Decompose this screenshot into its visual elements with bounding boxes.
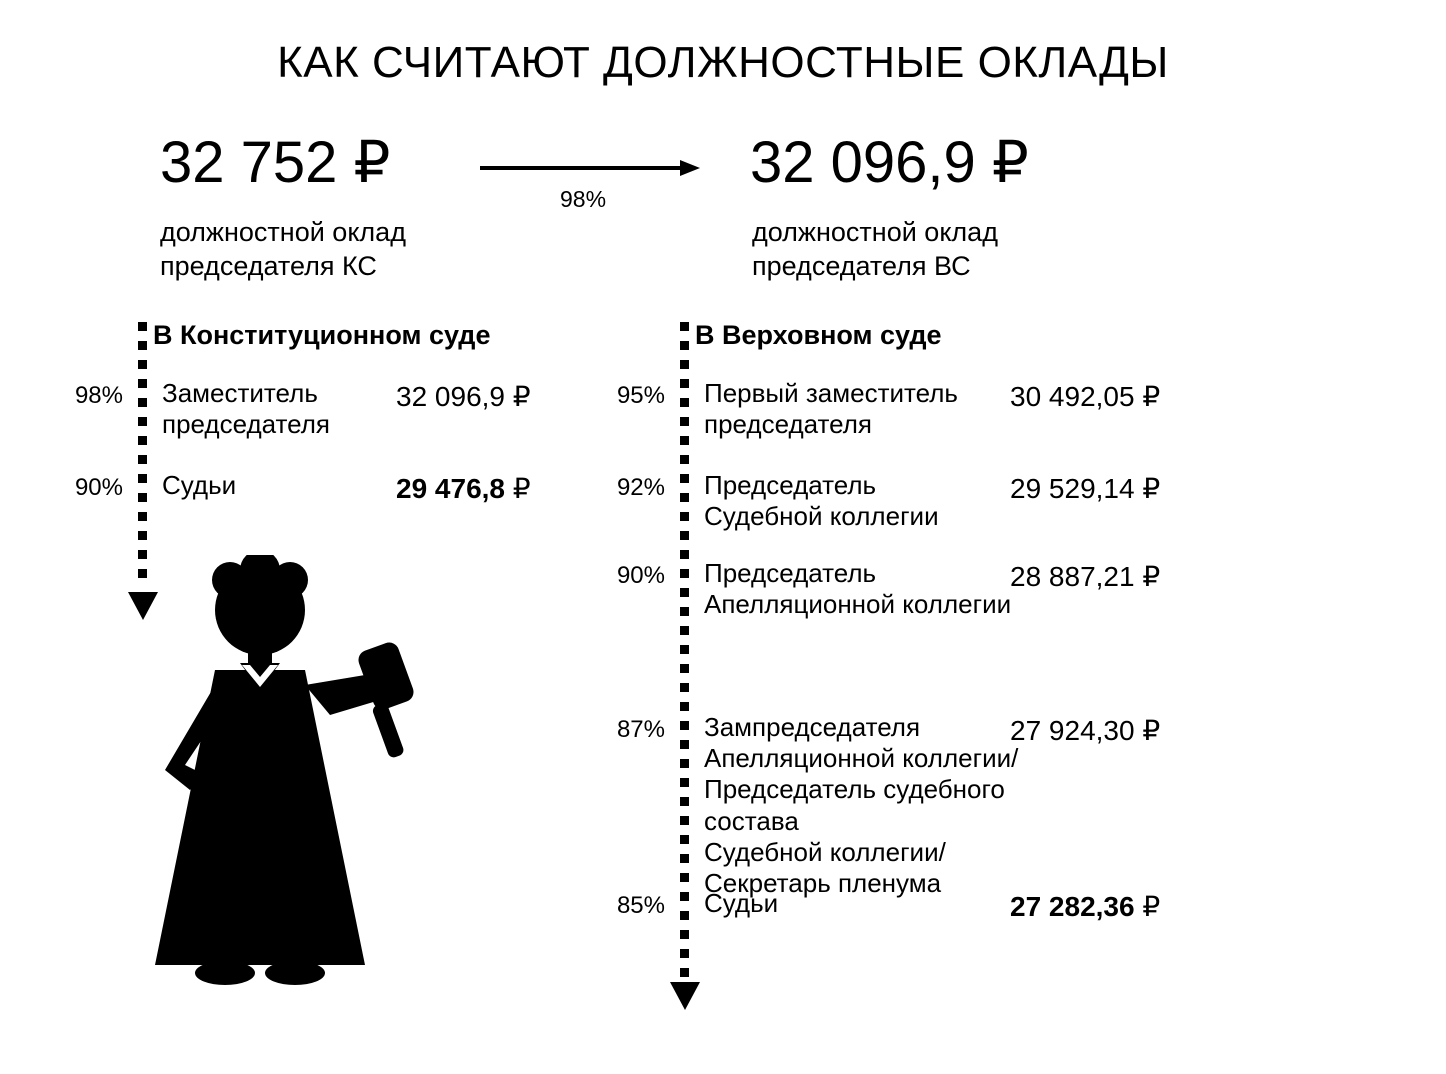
row-role: Первый заместительпредседателя bbox=[704, 378, 958, 440]
row-role: Судьи bbox=[704, 888, 778, 919]
dash-icon bbox=[680, 607, 689, 616]
dash-icon bbox=[680, 721, 689, 730]
subtitle-left-line1: должностной оклад bbox=[160, 217, 406, 247]
row-value: 30 492,05 ₽ bbox=[1010, 380, 1160, 413]
subtitle-right-line2: председателя ВС bbox=[752, 251, 971, 281]
dash-icon bbox=[680, 778, 689, 787]
row-value: 29 476,8 ₽ bbox=[396, 472, 531, 505]
dash-icon bbox=[138, 455, 147, 464]
dash-icon bbox=[138, 360, 147, 369]
dash-column-left bbox=[138, 322, 150, 588]
dash-icon bbox=[680, 398, 689, 407]
row-pct: 92% bbox=[610, 474, 665, 502]
dash-icon bbox=[680, 379, 689, 388]
dash-icon bbox=[138, 436, 147, 445]
arrow-pct-label: 98% bbox=[560, 186, 606, 213]
dash-icon bbox=[680, 949, 689, 958]
dash-icon bbox=[680, 455, 689, 464]
dash-icon bbox=[138, 531, 147, 540]
dash-icon bbox=[680, 816, 689, 825]
row-pct: 98% bbox=[68, 382, 123, 410]
subtitle-right-line1: должностной оклад bbox=[752, 217, 998, 247]
row-role: Судьи bbox=[162, 470, 236, 501]
dash-icon bbox=[680, 892, 689, 901]
dash-icon bbox=[680, 569, 689, 578]
dash-icon bbox=[680, 436, 689, 445]
dash-icon bbox=[680, 911, 689, 920]
column-header-left: В Конституционном суде bbox=[153, 320, 490, 351]
row-pct: 85% bbox=[610, 892, 665, 920]
row-value: 32 096,9 ₽ bbox=[396, 380, 531, 413]
dash-icon bbox=[138, 398, 147, 407]
amount-right: 32 096,9 ₽ bbox=[750, 128, 1029, 196]
dash-icon bbox=[680, 645, 689, 654]
dash-icon bbox=[138, 417, 147, 426]
arrow-down-right-icon bbox=[670, 982, 700, 1010]
dash-icon bbox=[680, 474, 689, 483]
row-value: 28 887,21 ₽ bbox=[1010, 560, 1160, 593]
dash-icon bbox=[680, 417, 689, 426]
row-value: 27 924,30 ₽ bbox=[1010, 714, 1160, 747]
dash-icon bbox=[680, 512, 689, 521]
dash-icon bbox=[680, 531, 689, 540]
dash-icon bbox=[680, 588, 689, 597]
dash-icon bbox=[680, 360, 689, 369]
row-role: ПредседательАпелляционной коллегии bbox=[704, 558, 1011, 620]
dash-icon bbox=[680, 322, 689, 331]
dash-icon bbox=[680, 683, 689, 692]
dash-column-right bbox=[680, 322, 692, 987]
subtitle-right: должностной оклад председателя ВС bbox=[752, 216, 998, 284]
judge-silhouette-icon bbox=[130, 555, 430, 985]
dash-icon bbox=[138, 474, 147, 483]
row-value: 27 282,36 ₽ bbox=[1010, 890, 1160, 923]
row-role: ЗампредседателяАпелляционной коллегии/Пр… bbox=[704, 712, 1018, 899]
dash-icon bbox=[680, 664, 689, 673]
row-role: ПредседательСудебной коллегии bbox=[704, 470, 939, 532]
column-header-right: В Верховном суде bbox=[695, 320, 942, 351]
dash-icon bbox=[138, 512, 147, 521]
row-role: Заместительпредседателя bbox=[162, 378, 330, 440]
dash-icon bbox=[680, 930, 689, 939]
dash-icon bbox=[680, 968, 689, 977]
subtitle-left-line2: председателя КС bbox=[160, 251, 377, 281]
dash-icon bbox=[138, 493, 147, 502]
row-value: 29 529,14 ₽ bbox=[1010, 472, 1160, 505]
row-pct: 87% bbox=[610, 716, 665, 744]
dash-icon bbox=[138, 341, 147, 350]
dash-icon bbox=[138, 322, 147, 331]
dash-icon bbox=[680, 550, 689, 559]
dash-icon bbox=[680, 702, 689, 711]
row-pct: 90% bbox=[610, 562, 665, 590]
page-title: КАК СЧИТАЮТ ДОЛЖНОСТНЫЕ ОКЛАДЫ bbox=[0, 38, 1446, 88]
amount-left: 32 752 ₽ bbox=[160, 128, 390, 196]
dash-icon bbox=[680, 835, 689, 844]
dash-icon bbox=[680, 740, 689, 749]
dash-icon bbox=[680, 759, 689, 768]
row-pct: 90% bbox=[68, 474, 123, 502]
dash-icon bbox=[680, 626, 689, 635]
subtitle-left: должностной оклад председателя КС bbox=[160, 216, 406, 284]
dash-icon bbox=[138, 379, 147, 388]
arrow-horizontal-icon bbox=[480, 156, 700, 186]
dash-icon bbox=[680, 854, 689, 863]
dash-icon bbox=[680, 493, 689, 502]
dash-icon bbox=[680, 797, 689, 806]
row-pct: 95% bbox=[610, 382, 665, 410]
dash-icon bbox=[680, 341, 689, 350]
dash-icon bbox=[680, 873, 689, 882]
